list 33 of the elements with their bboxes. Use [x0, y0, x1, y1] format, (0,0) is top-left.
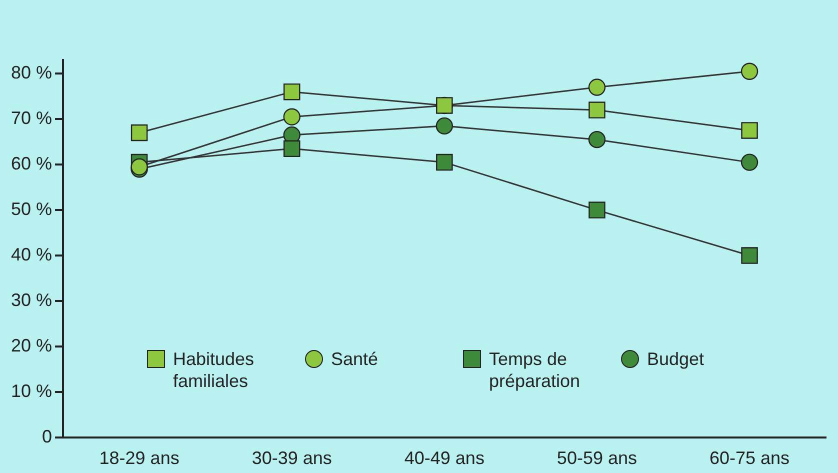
point — [740, 154, 758, 171]
x-tick-label: 18-29 ans — [99, 448, 180, 468]
point — [741, 247, 758, 264]
y-tick-label: 70 % — [10, 108, 52, 128]
point — [283, 108, 300, 126]
legend-label: Temps de préparation — [489, 348, 582, 392]
legend-label: Santé — [331, 348, 380, 370]
point — [130, 124, 148, 142]
y-tick-label: 40 % — [10, 244, 52, 264]
x-tick-label: 60-75 ans — [709, 448, 790, 468]
point — [588, 130, 606, 148]
legend-label: Habitudes familiales — [173, 348, 256, 392]
point — [283, 140, 300, 158]
y-tick-label: 0 — [42, 426, 52, 446]
point — [740, 62, 758, 80]
x-tick-label: 50-59 ans — [556, 448, 637, 468]
point — [741, 122, 758, 139]
y-tick-label: 80 % — [10, 62, 52, 83]
y-tick-label: 60 % — [10, 154, 52, 174]
legend-label: Budget — [647, 348, 706, 370]
x-tick-label: 40-49 ans — [404, 448, 484, 468]
point — [436, 97, 453, 114]
y-tick-label: 50 % — [10, 199, 52, 220]
y-tick-label: 20 % — [10, 335, 52, 356]
y-tick-label: 30 % — [10, 290, 52, 310]
point — [436, 117, 454, 135]
point — [588, 78, 606, 96]
y-tick-label: 10 % — [10, 380, 52, 401]
point — [588, 202, 606, 218]
point — [283, 83, 300, 100]
point — [436, 154, 453, 171]
point — [588, 102, 606, 118]
x-tick-label: 30-39 ans — [252, 448, 332, 468]
